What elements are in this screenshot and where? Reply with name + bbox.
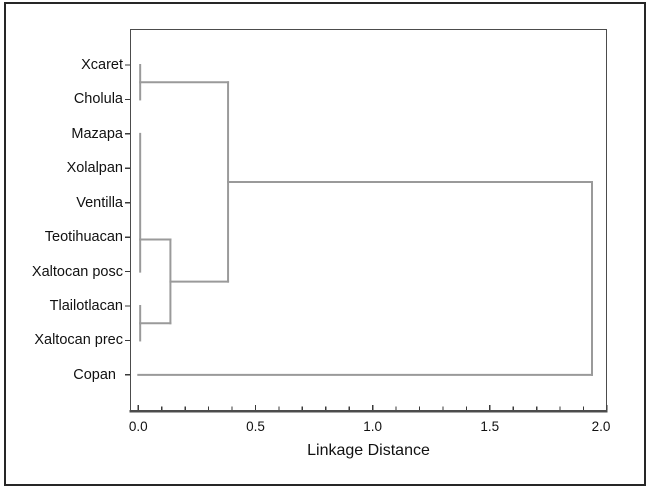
figure-border bbox=[4, 2, 646, 486]
leaf-label: Ventilla bbox=[76, 194, 123, 211]
x-axis-tick-label: 0.0 bbox=[128, 419, 148, 434]
x-axis-tick-label: 2.0 bbox=[591, 419, 611, 434]
x-axis-tick-label: 1.5 bbox=[480, 419, 500, 434]
leaf-label: Teotihuacan bbox=[44, 229, 123, 246]
leaf-label: Copan bbox=[73, 366, 116, 383]
leaf-label: Xaltocan posc bbox=[31, 263, 123, 280]
x-axis-tick-label: 1.0 bbox=[363, 419, 383, 434]
leaf-label: Xcaret bbox=[81, 57, 123, 73]
leaf-label: Tlailotlacan bbox=[49, 298, 123, 314]
x-axis-title: Linkage Distance bbox=[307, 442, 430, 459]
leaf-label: Mazapa bbox=[71, 125, 123, 142]
plot-border bbox=[129, 28, 608, 412]
leaf-label: Xolalpan bbox=[66, 160, 123, 177]
x-axis-tick-label: 0.5 bbox=[246, 419, 265, 434]
leaf-label: Xaltocan prec bbox=[34, 332, 123, 349]
leaf-label: Cholula bbox=[73, 91, 123, 108]
